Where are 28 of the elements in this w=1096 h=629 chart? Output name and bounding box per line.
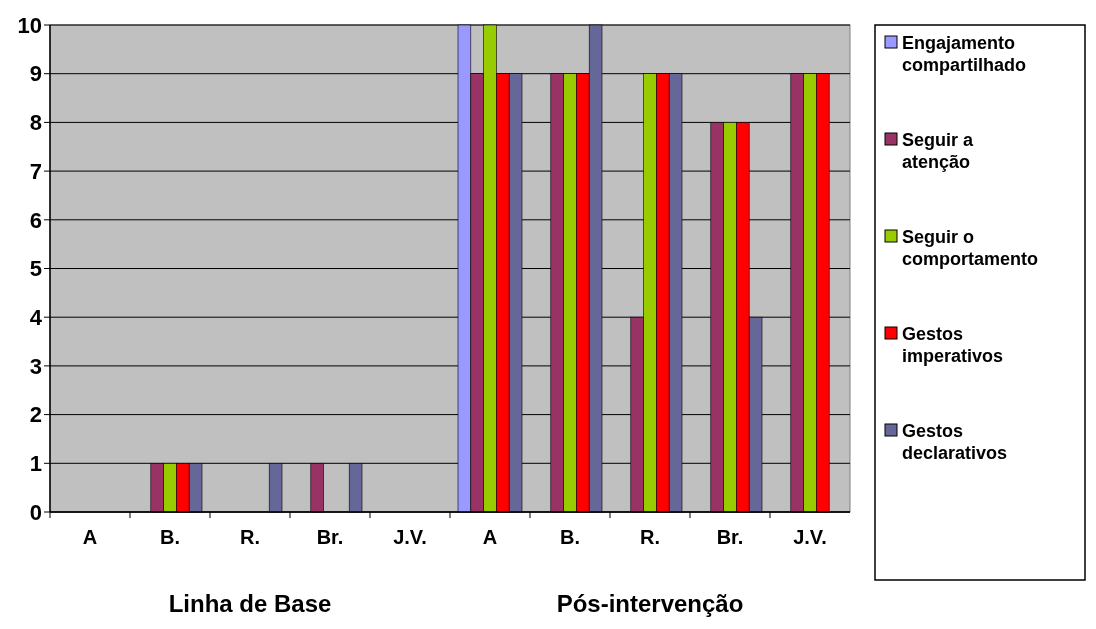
x-tick-label: Br. — [316, 526, 344, 548]
x-tick-label: R. — [240, 526, 260, 548]
y-tick-label: 4 — [29, 304, 43, 330]
y-tick-label: 6 — [29, 207, 42, 233]
legend-label: Seguir a atenção — [902, 130, 975, 173]
x-tick-label: B. — [560, 526, 580, 548]
legend-label: Gestos imperativos — [902, 324, 1004, 367]
y-tick-label: 1 — [29, 451, 42, 476]
text: Linha de Base — [168, 590, 332, 617]
x-tick-label: B. — [160, 526, 180, 548]
y-tick-label: 0 — [29, 499, 42, 525]
x-tick-label: J.V. — [793, 526, 827, 548]
y-tick-label: 7 — [29, 158, 42, 184]
x-tick-label: J.V. — [393, 526, 427, 548]
x-tick-label: A — [82, 526, 98, 548]
y-tick-label: 9 — [29, 61, 42, 87]
y-tick-label: 10 — [17, 12, 42, 38]
y-tick-label: 8 — [29, 110, 42, 136]
text: Pós-intervenção — [556, 590, 744, 617]
x-tick-label: Br. — [716, 526, 744, 548]
legend-label: Engajamento compartilhado — [902, 33, 1027, 76]
x-tick-label: R. — [640, 526, 660, 548]
legend-label: Gestos declarativos — [902, 421, 1008, 464]
y-tick-label: 5 — [29, 256, 42, 282]
x-tick-label: A — [482, 526, 498, 548]
y-tick-label: 3 — [29, 353, 42, 379]
y-tick-label: 2 — [29, 402, 42, 428]
legend-label: Seguir o comportamento — [902, 227, 1039, 270]
